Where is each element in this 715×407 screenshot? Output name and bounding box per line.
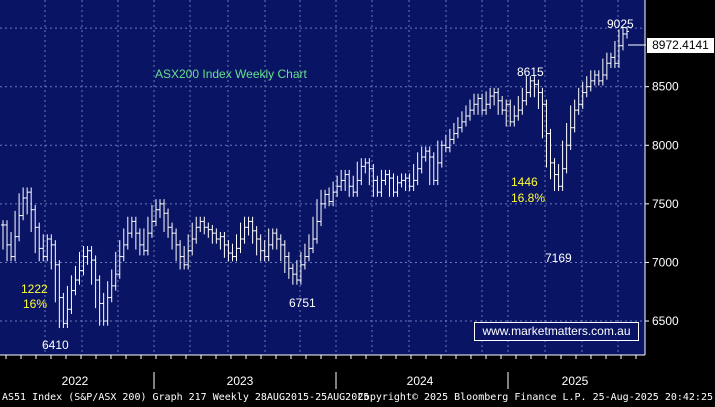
annotation-move-1222: 1222 [21,282,48,296]
x-tick-label: 2025 [562,374,589,388]
plot-area [0,0,645,355]
x-axis-panel [0,355,715,389]
annotation-high-8615: 8615 [517,65,544,79]
footer-bar: AS51 Index (S&P/ASX 200) Graph 217 Weekl… [0,389,715,407]
y-tick-label: 7000 [652,255,679,269]
annotation-low-6410: 6410 [42,338,69,352]
price-series [1,26,646,329]
annotation-low-6751: 6751 [289,296,316,310]
y-tick-label: 7500 [652,197,679,211]
annotation-move-1446: 1446 [511,175,538,189]
annotation-move-16pct: 16% [23,297,47,311]
annotation-high-9025: 9025 [607,17,634,31]
grid [0,0,645,355]
x-tick-label: 2022 [62,374,89,388]
annotation-move-16-8pct: 16.8% [511,191,545,205]
last-value-label: 8972.4141 [646,37,715,54]
axes: 6500 7000 7500 8000 8500 2022 2023 2024 2025 [0,0,679,389]
x-tick-label: 2024 [407,374,434,388]
y-tick-label: 6500 [652,314,679,328]
chart-title: ASX200 Index Weekly Chart [155,67,308,81]
watermark-link[interactable]: www.marketmatters.com.au [474,322,639,341]
footer-right: Copyright© 2025 Bloomberg Finance L.P. 2… [357,392,713,403]
x-tick-label: 2023 [227,374,254,388]
annotation-low-7169: 7169 [545,251,572,265]
y-axis-panel [645,0,715,355]
y-tick-label: 8000 [652,138,679,152]
y-tick-label: 8500 [652,80,679,94]
footer-left: AS51 Index (S&P/ASX 200) Graph 217 Weekl… [2,392,370,403]
